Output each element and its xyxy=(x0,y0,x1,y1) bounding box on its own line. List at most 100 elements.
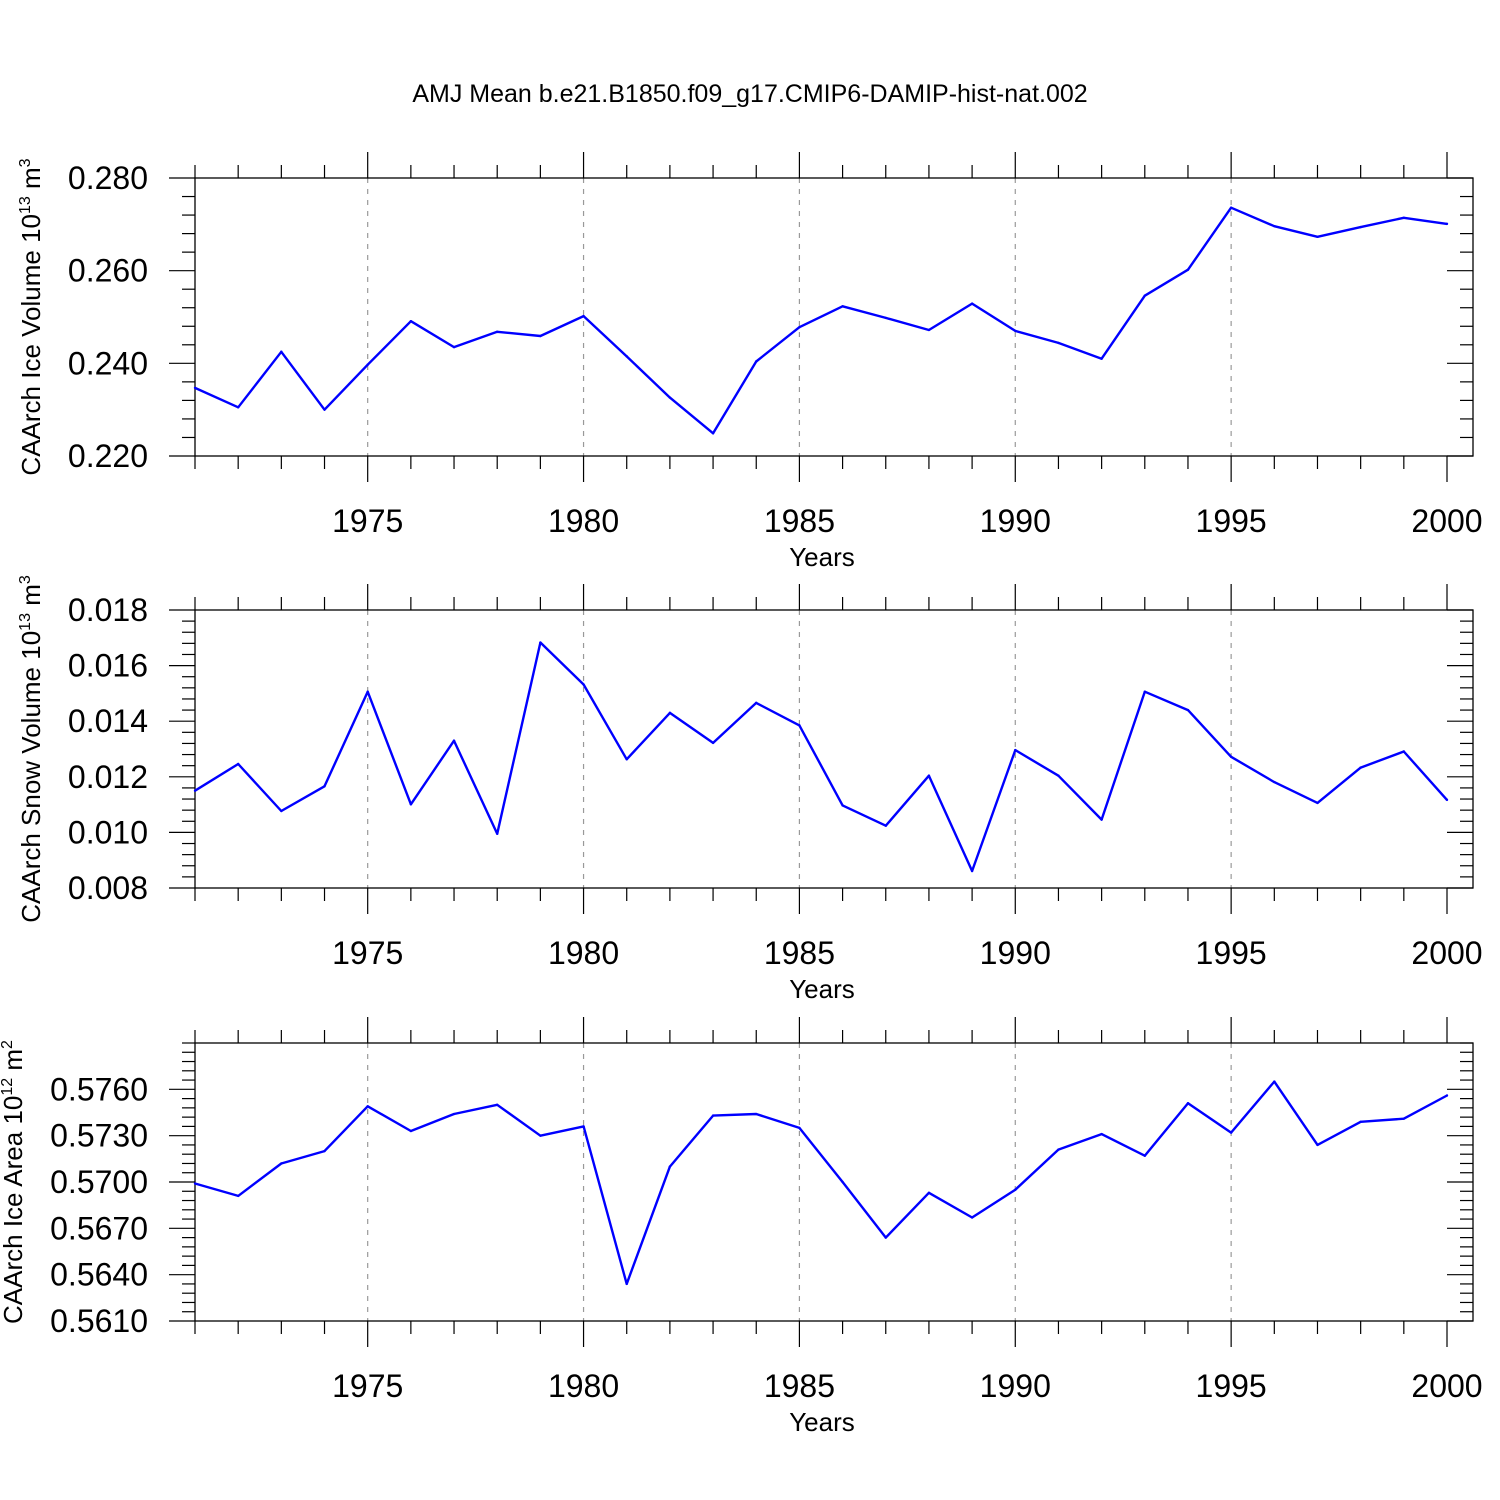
data-point xyxy=(582,683,585,686)
data-point xyxy=(539,334,542,338)
x-tick-label: 1975 xyxy=(332,935,403,971)
data-point xyxy=(841,305,844,308)
y-tick-label: 0.5730 xyxy=(50,1118,148,1154)
data-point xyxy=(1316,1143,1319,1147)
data-point xyxy=(1445,798,1449,802)
x-tick-label: 1980 xyxy=(548,503,619,539)
data-point xyxy=(539,1134,542,1137)
data-point xyxy=(496,330,499,334)
panel-ice-area: 0.5610 0.5640 0.5670 0.5700 0.5730 0.5760 1975… xyxy=(0,1017,1483,1437)
x-tick-label: 1985 xyxy=(764,503,835,539)
data-point xyxy=(970,1216,974,1219)
data-point xyxy=(582,314,585,318)
data-point xyxy=(711,1114,715,1117)
data-point xyxy=(755,1112,758,1116)
data-point xyxy=(1316,235,1319,239)
data-point xyxy=(841,1180,844,1184)
data-point xyxy=(798,1126,801,1130)
data-point xyxy=(193,1182,197,1185)
data-point xyxy=(323,408,326,411)
y-tick-label: 0.018 xyxy=(68,592,148,628)
data-point xyxy=(668,711,672,715)
data-point xyxy=(452,345,456,349)
data-point xyxy=(1229,1131,1233,1134)
x-tick-label: 1990 xyxy=(980,935,1051,971)
y-tick-label: 0.240 xyxy=(68,345,148,381)
y-axis-label: CAArch Snow Volume 1013 m3 xyxy=(16,575,46,923)
data-point xyxy=(496,1103,499,1106)
y-tick-label: 0.260 xyxy=(68,253,148,289)
x-tick-label: 1980 xyxy=(548,1368,619,1404)
data-point xyxy=(409,803,413,806)
data-point xyxy=(409,319,413,323)
y-tick-label: 0.5640 xyxy=(50,1257,148,1293)
data-point xyxy=(1100,818,1103,821)
data-point xyxy=(711,432,715,435)
data-point xyxy=(668,396,672,399)
data-point xyxy=(755,360,758,363)
data-point xyxy=(236,762,240,766)
data-point xyxy=(1359,766,1362,769)
data-point xyxy=(1402,216,1406,220)
x-axis-label: Years xyxy=(789,1407,855,1437)
x-tick-label: 2000 xyxy=(1411,503,1482,539)
y-tick-label: 0.5670 xyxy=(50,1210,148,1246)
data-point xyxy=(1402,1117,1406,1120)
x-tick-label: 1975 xyxy=(332,1368,403,1404)
chart-title: AMJ Mean b.e21.B1850.f09_g17.CMIP6-DAMIP… xyxy=(412,80,1088,108)
data-point xyxy=(193,789,197,792)
data-point xyxy=(1057,774,1060,777)
x-tick-label: 2000 xyxy=(1411,935,1482,971)
data-point xyxy=(236,1194,240,1198)
x-tick-label: 2000 xyxy=(1411,1368,1482,1404)
data-point xyxy=(323,1149,326,1153)
plot-frame xyxy=(194,177,1474,457)
data-point xyxy=(1014,748,1017,752)
data-point xyxy=(366,1105,369,1108)
data-point xyxy=(1273,780,1276,784)
data-point xyxy=(1014,329,1017,333)
y-tick-label: 0.280 xyxy=(68,160,148,196)
data-point xyxy=(1057,1148,1060,1151)
x-tick-label: 1995 xyxy=(1196,1368,1267,1404)
x-tick-label: 1990 xyxy=(980,503,1051,539)
y-tick-label: 0.016 xyxy=(68,648,148,684)
y-tick-label: 0.5610 xyxy=(50,1303,148,1339)
data-point xyxy=(1186,268,1190,271)
data-point xyxy=(366,690,369,693)
data-point xyxy=(1100,357,1103,360)
data-point xyxy=(1402,750,1406,753)
data-point xyxy=(927,1191,931,1195)
data-point xyxy=(409,1129,413,1133)
data-point xyxy=(884,1236,887,1239)
data-point xyxy=(236,406,240,409)
x-tick-label: 1985 xyxy=(764,935,835,971)
data-point xyxy=(1186,708,1190,712)
data-point xyxy=(625,758,628,761)
panel-ice-volume: 0.220 0.240 0.260 0.280 1975 1980 1985 1990 1995… xyxy=(16,152,1483,572)
y-tick-label: 0.008 xyxy=(68,870,148,906)
data-point xyxy=(841,804,844,807)
data-point xyxy=(970,869,974,873)
data-point xyxy=(798,325,801,329)
data-point xyxy=(193,386,197,390)
y-axis-label: CAArch Ice Area 1012 m2 xyxy=(0,1040,28,1324)
y-tick-label: 0.010 xyxy=(68,814,148,850)
data-point xyxy=(1186,1102,1190,1105)
data-point xyxy=(1143,1154,1146,1157)
data-point xyxy=(452,1112,456,1116)
series-line-ice-volume xyxy=(194,206,1448,435)
data-point xyxy=(1229,206,1233,209)
data-point xyxy=(280,350,283,353)
y-tick-label: 0.5700 xyxy=(50,1164,148,1200)
data-point xyxy=(711,741,715,745)
data-point xyxy=(582,1125,585,1128)
data-point xyxy=(884,316,887,320)
data-point xyxy=(1143,690,1146,693)
series-line-snow-volume xyxy=(194,641,1448,873)
y-axis-label: CAArch Ice Volume 1013 m3 xyxy=(16,158,46,475)
data-point xyxy=(1100,1132,1103,1136)
data-point xyxy=(1057,341,1060,345)
data-point xyxy=(668,1165,672,1168)
